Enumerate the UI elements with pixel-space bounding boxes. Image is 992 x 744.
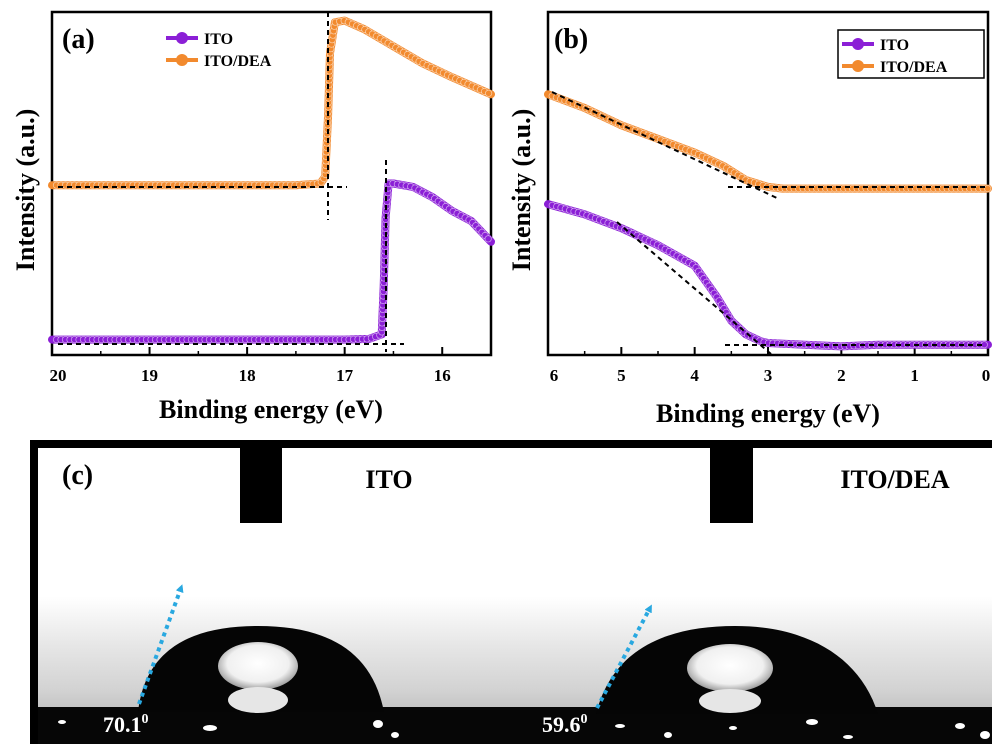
- contact-angle-arrow-ito-dea: [595, 604, 652, 709]
- x-tick-label-b-6: 6: [550, 366, 559, 385]
- legend-label-ito-dea-b: ITO/DEA: [880, 59, 948, 76]
- tangent-lines-a: [58, 12, 404, 352]
- point-ito-b: [980, 341, 988, 349]
- series-line-ito-a: [48, 179, 495, 344]
- angle-value-ito: 70.10: [103, 712, 149, 737]
- panel-label-a: (a): [62, 24, 95, 55]
- legend-label-ito-b: ITO: [880, 37, 909, 54]
- point-ito-dea-a: [484, 89, 493, 97]
- droplet-ito-dea: [596, 626, 878, 714]
- point-ito-a: [484, 235, 492, 243]
- legend-marker-ito-b: [852, 38, 864, 50]
- x-ticks-a: [51, 347, 444, 355]
- x-tick-labels-a: 20 19 18 17 16: [50, 366, 451, 385]
- x-tick-label-b-4: 4: [690, 366, 699, 385]
- point-ito-dea-b: [983, 185, 992, 193]
- x-tick-label-a-18: 18: [239, 366, 256, 385]
- droplet-ito: [138, 626, 384, 713]
- x-tick-label-b-0: 0: [982, 366, 991, 385]
- series-b: [544, 90, 992, 351]
- onset-tangent-ito: [616, 221, 772, 355]
- series-line-ito-dea-b: [544, 90, 992, 193]
- y-axis-label-b: Intensity (a.u.): [507, 109, 536, 272]
- x-tick-label-b-3: 3: [764, 366, 773, 385]
- x-tick-label-b-2: 2: [837, 366, 846, 385]
- panel-a: (a) 20 19 18 17 16 ITO ITO/DEA Binding energy…: [11, 10, 495, 424]
- syringe-needle-right: [710, 448, 753, 523]
- x-tick-label-a-17: 17: [336, 366, 354, 385]
- legend-b: ITO ITO/DEA: [837, 29, 985, 79]
- angle-value-ito-dea: 59.60: [542, 712, 588, 737]
- syringe-needle-left: [240, 448, 282, 523]
- x-tick-labels-b: 6 5 4 3 2 1 0: [550, 366, 991, 385]
- panel-label-c: (c): [62, 460, 93, 491]
- x-tick-label-a-16: 16: [434, 366, 451, 385]
- x-tick-label-b-5: 5: [617, 366, 626, 385]
- series-a: [48, 16, 495, 344]
- panel-c-contact-angle-photo: (c) ITO ITO/DEA 70.10 59.60: [30, 440, 992, 744]
- x-tick-label-b-1: 1: [910, 366, 919, 385]
- legend-label-ito-a: ITO: [204, 31, 233, 48]
- legend-a: ITO ITO/DEA: [166, 31, 272, 70]
- x-axis-label-b: Binding energy (eV): [656, 399, 880, 428]
- legend-label-ito-dea-a: ITO/DEA: [204, 53, 272, 70]
- panel-b: (b) 6 5 4 3 2 1 0 ITO ITO/DEA Binding energy (e…: [507, 10, 992, 428]
- title-ito-dea: ITO/DEA: [840, 465, 950, 494]
- y-axis-label-a: Intensity (a.u.): [11, 109, 40, 272]
- legend-marker-ito-a: [176, 32, 188, 44]
- series-line-ito-dea-a: [48, 16, 495, 190]
- x-ticks-b: [547, 347, 989, 355]
- onset-tangent-ito-dea: [551, 91, 780, 200]
- legend-marker-ito-dea-a: [176, 54, 188, 66]
- x-tick-label-a-19: 19: [141, 366, 158, 385]
- legend-marker-ito-dea-b: [852, 60, 864, 72]
- panel-label-b: (b): [554, 24, 588, 55]
- tangent-lines-b: [551, 91, 985, 355]
- x-axis-label-a: Binding energy (eV): [159, 395, 383, 424]
- title-ito: ITO: [365, 465, 412, 494]
- x-tick-label-a-20: 20: [50, 366, 67, 385]
- substrate-speckles: [58, 719, 990, 739]
